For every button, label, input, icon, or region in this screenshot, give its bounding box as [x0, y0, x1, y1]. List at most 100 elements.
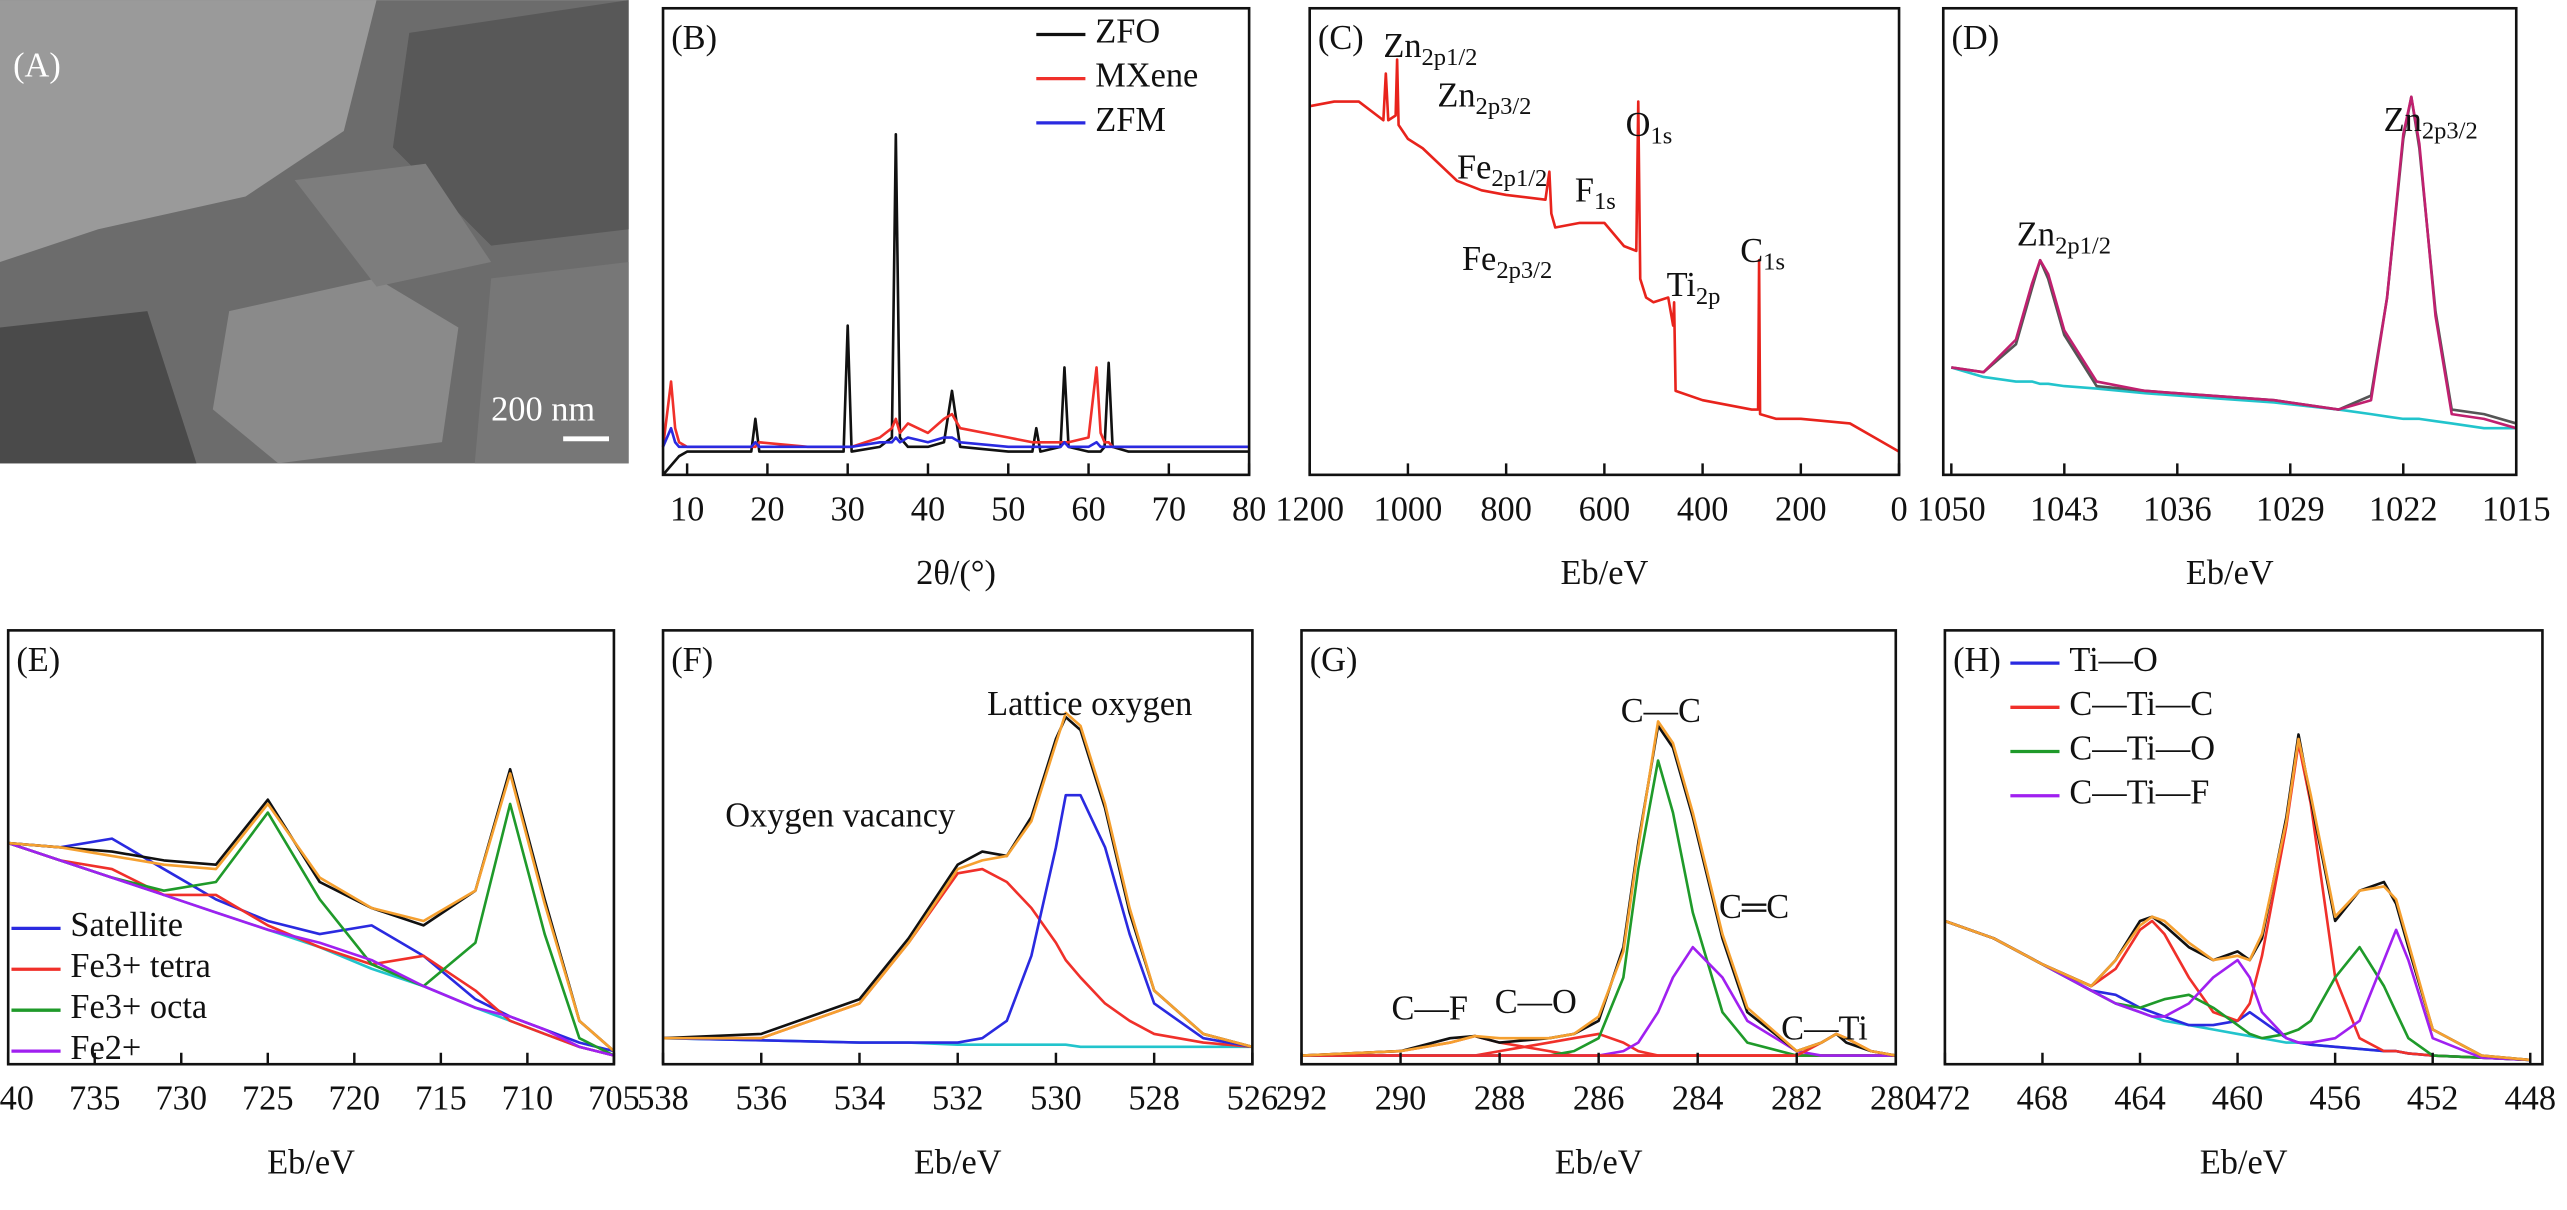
x-axis-label: 2θ/(°) [916, 554, 996, 592]
sem-image [0, 0, 629, 464]
x-tick-label: 10 [670, 490, 704, 528]
peak-annotation: C—O [1495, 983, 1577, 1021]
x-tick-label: 282 [1771, 1080, 1823, 1118]
x-tick-label: 448 [2504, 1080, 2556, 1118]
legend-label: C—Ti—O [2069, 729, 2215, 767]
x-tick-label: 464 [2114, 1080, 2166, 1118]
peak-annotation: C1s [1740, 232, 1785, 276]
legend-label: ZFM [1095, 101, 1166, 139]
sem-particle [0, 311, 197, 464]
x-tick-label: 452 [2407, 1080, 2459, 1118]
x-tick-label: 538 [637, 1080, 689, 1118]
x-tick-label: 40 [911, 490, 945, 528]
legend-label: MXene [1095, 57, 1198, 95]
x-tick-label: 710 [502, 1080, 554, 1118]
series-line [661, 426, 1250, 449]
series-line [663, 867, 1253, 1049]
x-tick-label: 715 [415, 1080, 467, 1118]
series-line [663, 711, 1253, 1049]
axes-frame [1943, 629, 2544, 1066]
peak-annotation: C—F [1392, 990, 1468, 1028]
x-tick-label: 30 [831, 490, 865, 528]
peak-annotation: Oxygen vacancy [725, 797, 956, 835]
x-tick-label: 528 [1128, 1080, 1180, 1118]
series-line [7, 841, 615, 1057]
x-axis-label: Eb/eV [914, 1144, 1002, 1182]
legend-label: Satellite [70, 906, 183, 944]
x-tick-label: 286 [1573, 1080, 1625, 1118]
x-tick-label: 740 [0, 1080, 34, 1118]
peak-annotation: F1s [1575, 171, 1616, 215]
peak-annotation: Zn2p3/2 [1437, 76, 1531, 120]
panel-label: (B) [671, 19, 717, 57]
series-line [1944, 919, 2531, 1062]
series-line [1301, 720, 1897, 1057]
x-tick-label: 70 [1152, 490, 1186, 528]
series-line [8, 772, 615, 1053]
x-tick-label: 400 [1677, 490, 1729, 528]
x-tick-label: 292 [1276, 1080, 1328, 1118]
x-tick-label: 735 [69, 1080, 121, 1118]
sem-particle [212, 278, 459, 464]
x-tick-label: 20 [750, 490, 784, 528]
legend-label: C—Ti—F [2069, 774, 2209, 812]
x-tick-label: 288 [1474, 1080, 1526, 1118]
x-tick-label: 705 [588, 1080, 640, 1118]
peak-annotation: Fe2p3/2 [1462, 240, 1552, 284]
peak-annotation: C—C [1621, 692, 1701, 730]
scale-label: 200 nm [491, 391, 595, 429]
x-axis-label: Eb/eV [2200, 1144, 2288, 1182]
peak-annotation: O1s [1626, 106, 1673, 150]
panel-label: (C) [1318, 19, 1364, 57]
x-tick-label: 1043 [2030, 490, 2099, 528]
x-tick-label: 200 [1775, 490, 1827, 528]
x-tick-label: 1022 [2369, 490, 2438, 528]
x-tick-label: 1200 [1275, 490, 1344, 528]
sem-particle [392, 0, 629, 246]
x-tick-label: 720 [329, 1080, 381, 1118]
x-tick-label: 600 [1579, 490, 1631, 528]
x-tick-label: 1029 [2256, 490, 2325, 528]
x-tick-label: 0 [1890, 490, 1907, 528]
series-line [662, 133, 1250, 476]
peak-annotation: Zn2p1/2 [2017, 215, 2111, 259]
series-line [661, 366, 1250, 449]
panel-label: (F) [671, 641, 713, 679]
legend-label: Fe2+ [70, 1029, 141, 1067]
peak-annotation: Zn2p3/2 [2384, 101, 2478, 145]
series-line [1944, 919, 2531, 1062]
series-line [1944, 741, 2531, 1062]
series-line [1944, 733, 2531, 1062]
sem-particle [294, 163, 492, 287]
x-tick-label: 800 [1480, 490, 1532, 528]
x-tick-label: 280 [1870, 1080, 1922, 1118]
x-tick-label: 532 [932, 1080, 984, 1118]
x-tick-label: 80 [1232, 490, 1266, 528]
x-tick-label: 284 [1672, 1080, 1724, 1118]
x-tick-label: 536 [735, 1080, 787, 1118]
x-tick-label: 50 [991, 490, 1025, 528]
x-axis-label: Eb/eV [1555, 1144, 1643, 1182]
x-tick-label: 460 [2212, 1080, 2264, 1118]
x-tick-label: 60 [1071, 490, 1105, 528]
legend-label: Ti—O [2069, 641, 2158, 679]
peak-annotation: C═C [1719, 888, 1789, 926]
axes-frame [1941, 6, 2518, 477]
series-line [7, 841, 615, 1057]
peak-annotation: Zn2p1/2 [1383, 27, 1477, 71]
legend-label: Fe3+ octa [70, 988, 207, 1026]
x-tick-label: 1050 [1917, 490, 1986, 528]
peak-annotation: Lattice oxygen [987, 685, 1192, 723]
panel-label: (E) [16, 641, 60, 679]
x-axis-label: Eb/eV [1560, 554, 1648, 592]
panel-label: (A) [13, 47, 61, 85]
series-line [1950, 366, 2517, 430]
x-tick-label: 526 [1227, 1080, 1279, 1118]
panel-label: (G) [1310, 641, 1358, 679]
x-tick-label: 1000 [1374, 490, 1443, 528]
legend-label: ZFO [1095, 12, 1160, 50]
sem-particle [474, 262, 629, 464]
x-tick-label: 530 [1030, 1080, 1082, 1118]
x-tick-label: 468 [2017, 1080, 2069, 1118]
